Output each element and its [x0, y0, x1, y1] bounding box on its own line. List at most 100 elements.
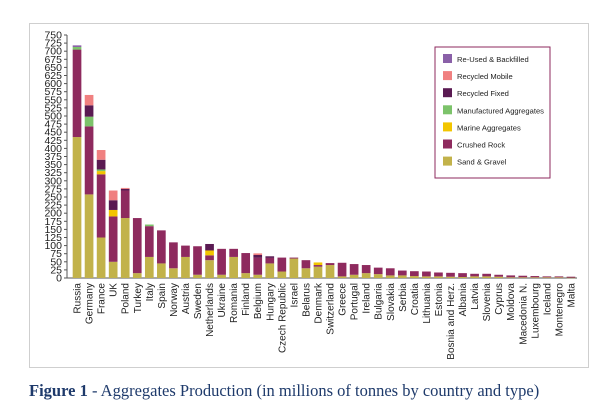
bar-poland-sand-gravel [120, 218, 130, 278]
bar-croatia-crushed-rock [410, 271, 419, 277]
y-tick-label: 325 [44, 167, 62, 179]
bar-sweden-crushed-rock [193, 246, 202, 275]
y-tick-label: 600 [44, 78, 62, 90]
bar-uk-marine-aggregates [108, 209, 118, 217]
bar-malta-crushed-rock [566, 276, 576, 278]
bar-iceland-sand-gravel [542, 277, 552, 278]
bar-greece-sand-gravel [337, 276, 347, 278]
bar-germany-manufactured-aggregates [84, 116, 94, 127]
y-tick-label: 450 [44, 127, 62, 139]
bar-austria-sand-gravel [181, 256, 190, 278]
x-tick-label: Switzerland [326, 283, 337, 335]
bar-moldova-sand-gravel [506, 277, 516, 278]
bar-bosnia-and-herz-sand-gravel [446, 276, 455, 278]
x-tick-label: Norway [169, 283, 180, 317]
y-tick-label: 200 [44, 208, 62, 220]
bar-slovakia-crushed-rock [385, 268, 395, 276]
bar-israel-crushed-rock [289, 257, 299, 259]
x-tick-label: Greece [338, 283, 349, 316]
y-tick-label: 400 [44, 143, 62, 155]
figure-number: Figure 1 [29, 381, 88, 400]
bar-czech-republic-sand-gravel [277, 271, 287, 278]
bar-bulgaria-sand-gravel [373, 274, 383, 278]
bar-uk-sand-gravel [108, 261, 118, 278]
bar-denmark-sand-gravel [313, 266, 323, 278]
bar-estonia-sand-gravel [434, 276, 443, 278]
y-tick-label: 700 [44, 46, 62, 58]
bar-luxembourg-crushed-rock [530, 276, 540, 278]
bar-slovenia-sand-gravel [482, 276, 491, 278]
bar-estonia-crushed-rock [434, 272, 443, 277]
y-tick-label: 300 [44, 175, 62, 187]
x-tick-label: Bosnia and Herz. [446, 283, 457, 360]
bar-macedonia-n-sand-gravel [518, 277, 528, 278]
bar-netherlands-marine-aggregates [205, 250, 214, 256]
x-tick-label: Macedonia N. [518, 283, 529, 345]
bar-bosnia-and-herz-crushed-rock [446, 272, 455, 277]
bar-albania-sand-gravel [458, 277, 467, 278]
bar-albania-crushed-rock [458, 273, 467, 278]
x-tick-label: Poland [121, 283, 132, 314]
bar-luxembourg-sand-gravel [530, 277, 540, 278]
x-tick-label: France [97, 283, 108, 315]
bar-italy-sand-gravel [144, 256, 154, 278]
x-tick-label: Albania [458, 283, 469, 317]
x-tick-label: Turkey [133, 283, 144, 313]
y-tick-label: 175 [44, 216, 62, 228]
bar-germany-recycled-fixed [84, 105, 94, 117]
bar-belgium-crushed-rock [253, 257, 263, 275]
x-tick-label: Estonia [434, 283, 445, 317]
bar-denmark-crushed-rock [313, 265, 323, 267]
x-tick-label: Italy [145, 283, 156, 301]
y-tick-label: 425 [44, 135, 62, 147]
x-tick-label: Hungary [265, 283, 276, 321]
x-tick-label: Slovakia [386, 283, 397, 321]
legend-swatch-recycled-mobile [443, 71, 452, 81]
x-tick-label: Cyprus [494, 283, 505, 315]
bar-germany-recycled-mobile [84, 94, 94, 106]
bar-serbia-sand-gravel [397, 275, 407, 278]
x-tick-label: Sweden [193, 283, 204, 319]
bar-greece-crushed-rock [337, 262, 347, 277]
bar-spain-crushed-rock [157, 230, 166, 264]
bar-belgium-sand-gravel [253, 274, 263, 278]
x-tick-label: Croatia [410, 283, 421, 316]
x-tick-label: Portugal [350, 283, 361, 320]
bar-germany-sand-gravel [84, 194, 94, 278]
y-tick-label: 750 [44, 30, 62, 42]
bar-ireland-crushed-rock [361, 265, 371, 274]
bar-netherlands-recycled-fixed [205, 243, 214, 251]
x-tick-label: Russia [73, 283, 84, 314]
bar-austria-crushed-rock [181, 245, 190, 257]
x-tick-label: Bulgaria [374, 283, 385, 320]
bar-switzerland-crushed-rock [325, 263, 335, 266]
bar-croatia-sand-gravel [410, 276, 419, 278]
y-tick-label: 150 [44, 224, 62, 236]
bar-bulgaria-crushed-rock [373, 267, 383, 275]
bar-montenegro-sand-gravel [554, 277, 564, 278]
legend-label-marine-aggregates: Marine Aggregates [457, 123, 521, 132]
y-tick-label: 725 [44, 38, 62, 50]
y-tick-label: 25 [50, 264, 62, 276]
bar-hungary-sand-gravel [265, 263, 275, 278]
bar-norway-sand-gravel [169, 268, 178, 278]
x-tick-label: UK [109, 283, 120, 297]
bar-poland-recycled-fixed [120, 188, 130, 191]
y-tick-label: 125 [44, 232, 62, 244]
x-tick-label: Latvia [470, 283, 481, 310]
bar-hungary-recycled-fixed [265, 256, 275, 258]
legend-label-crushed-rock: Crushed Rock [457, 141, 505, 150]
bar-romania-sand-gravel [229, 256, 238, 278]
x-tick-label: Ukraine [217, 283, 228, 318]
y-tick-label: 100 [44, 240, 62, 252]
bar-iceland-crushed-rock [542, 276, 552, 278]
bar-france-sand-gravel [96, 237, 106, 278]
x-tick-label: Belarus [301, 283, 312, 317]
bar-uk-recycled-fixed [108, 200, 118, 210]
bar-belgium-recycled-fixed [253, 254, 263, 258]
bar-germany-crushed-rock [84, 126, 94, 195]
bar-israel-sand-gravel [289, 258, 299, 278]
legend-swatch-marine-aggregates [443, 122, 452, 132]
legend-label-recycled-fixed: Recycled Fixed [457, 89, 509, 98]
bar-hungary-crushed-rock [265, 257, 275, 264]
